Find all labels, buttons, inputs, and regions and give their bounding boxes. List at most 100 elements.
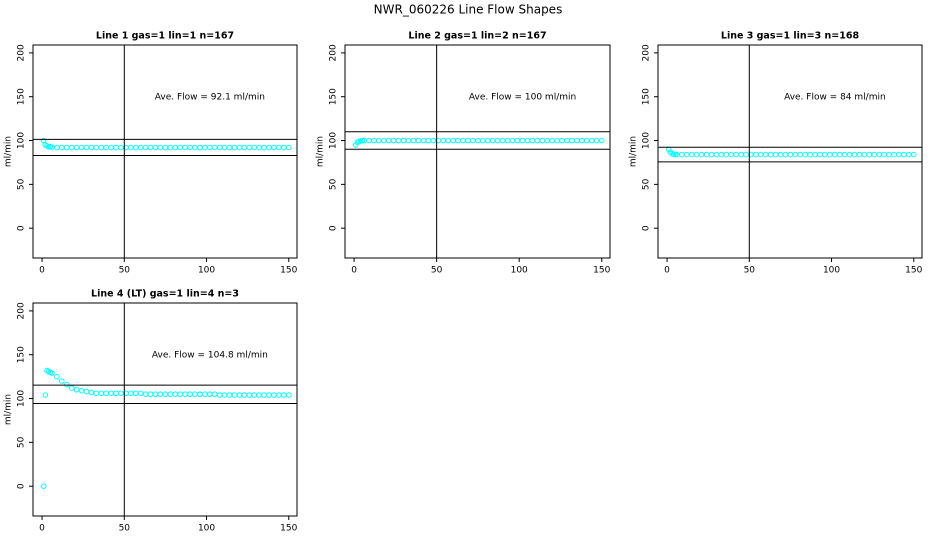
point xyxy=(202,391,208,397)
point xyxy=(118,390,124,397)
point xyxy=(787,151,794,158)
y-tick-label: 200 xyxy=(642,44,652,61)
x-tick-label: 50 xyxy=(119,266,131,276)
x-tick-label: 0 xyxy=(39,524,45,534)
point xyxy=(519,137,526,144)
point xyxy=(108,144,114,151)
point xyxy=(167,144,174,151)
point xyxy=(157,391,164,397)
x-tick-label: 0 xyxy=(351,266,357,276)
point xyxy=(728,151,734,158)
point xyxy=(266,144,272,151)
point xyxy=(381,137,387,144)
point xyxy=(211,144,218,151)
x-tick-label: 0 xyxy=(664,266,670,276)
point xyxy=(192,144,198,151)
point xyxy=(221,392,228,398)
point xyxy=(63,144,70,151)
point xyxy=(73,144,80,151)
point xyxy=(113,144,119,151)
panel-title: Line 2 gas=1 lin=2 n=167 xyxy=(408,31,546,42)
point xyxy=(177,391,184,397)
point xyxy=(455,137,461,144)
y-tick-label: 0 xyxy=(17,225,27,231)
point xyxy=(281,144,287,151)
point xyxy=(534,137,541,144)
point xyxy=(480,137,486,144)
point xyxy=(98,390,105,397)
point xyxy=(698,151,705,158)
point xyxy=(827,151,833,158)
point xyxy=(54,373,60,380)
point xyxy=(177,144,184,151)
point xyxy=(42,392,49,398)
point xyxy=(366,137,372,144)
plot-frame xyxy=(32,44,298,259)
point xyxy=(906,151,912,158)
point xyxy=(172,144,179,151)
point xyxy=(68,144,75,151)
point xyxy=(45,143,52,150)
point xyxy=(782,151,789,158)
point xyxy=(679,151,685,158)
point xyxy=(162,144,169,151)
point xyxy=(133,390,139,397)
point xyxy=(440,137,447,144)
point xyxy=(78,144,85,151)
point xyxy=(137,144,144,151)
point xyxy=(851,151,858,158)
point xyxy=(236,144,243,151)
point xyxy=(221,144,228,151)
point xyxy=(549,137,556,144)
point xyxy=(118,144,124,151)
point xyxy=(207,391,213,397)
point xyxy=(162,391,169,397)
point xyxy=(743,151,749,158)
point xyxy=(147,391,154,397)
point xyxy=(465,137,471,144)
y-tick-label: 50 xyxy=(642,178,652,190)
point xyxy=(400,137,407,144)
point xyxy=(881,151,887,158)
point xyxy=(285,144,292,151)
point xyxy=(83,388,90,395)
point xyxy=(202,144,208,151)
point xyxy=(359,137,366,144)
point xyxy=(910,151,917,158)
point xyxy=(672,151,679,158)
point xyxy=(836,151,843,158)
point xyxy=(861,151,868,158)
y-axis-label: ml/min xyxy=(4,136,14,167)
x-tick-label: 100 xyxy=(198,266,215,276)
point xyxy=(54,144,60,151)
point xyxy=(108,390,114,397)
point xyxy=(514,137,521,144)
point xyxy=(405,137,412,144)
point xyxy=(251,392,258,398)
plot-frame xyxy=(657,44,923,259)
point xyxy=(256,392,262,398)
point xyxy=(529,137,536,144)
point xyxy=(579,137,585,144)
point xyxy=(128,144,134,151)
point xyxy=(192,391,198,397)
point xyxy=(93,144,100,151)
point xyxy=(281,392,287,398)
point xyxy=(420,137,427,144)
point xyxy=(88,389,95,396)
panel-title: Line 3 gas=1 lin=3 n=168 xyxy=(721,31,860,42)
point xyxy=(137,390,144,397)
point xyxy=(470,137,476,144)
point xyxy=(584,137,590,144)
point xyxy=(133,144,139,151)
x-tick-label: 0 xyxy=(39,266,45,276)
point xyxy=(172,391,179,397)
x-tick-label: 100 xyxy=(823,266,840,276)
point xyxy=(733,151,739,158)
point xyxy=(256,144,262,151)
point xyxy=(40,483,47,489)
y-tick-label: 200 xyxy=(17,302,27,319)
annotation: Ave. Flow = 92.1 ml/min xyxy=(155,93,265,103)
point xyxy=(187,144,193,151)
